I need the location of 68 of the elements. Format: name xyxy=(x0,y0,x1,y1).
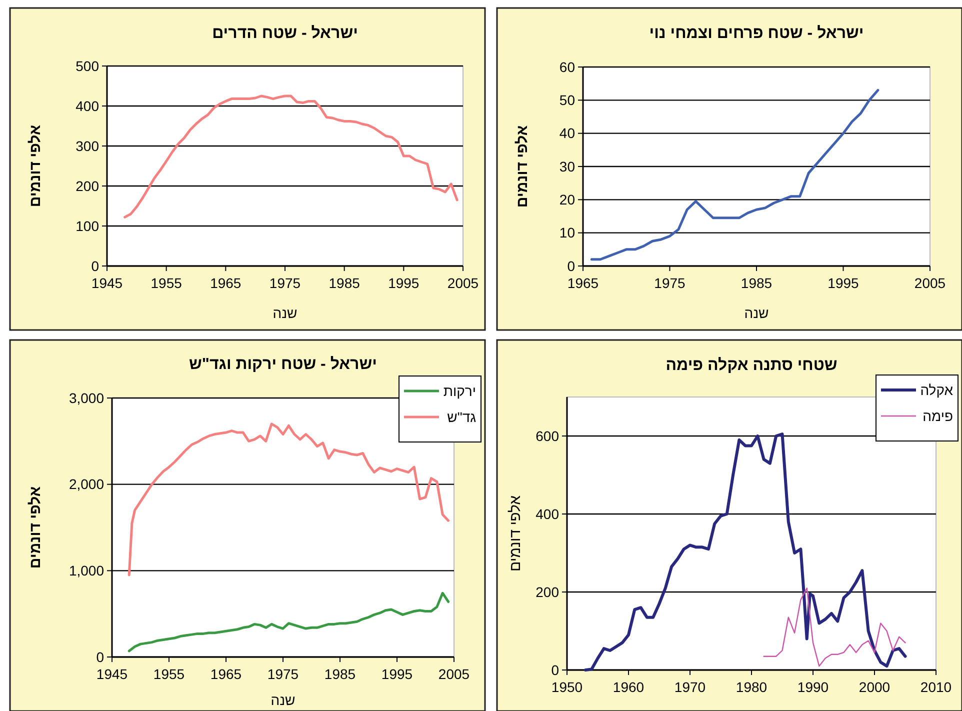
y-tick-label: 200 xyxy=(536,584,560,600)
x-tick-label: 1955 xyxy=(150,275,182,291)
y-axis-title: אלפי דונמים xyxy=(27,486,44,569)
x-tick-label: 1960 xyxy=(612,679,644,695)
y-tick-label: 1,000 xyxy=(68,562,104,579)
y-tick-label: 60 xyxy=(559,58,576,75)
y-tick-label: 20 xyxy=(559,192,576,208)
x-tick-label: 1965 xyxy=(567,275,599,291)
x-tick-label: 1995 xyxy=(828,275,860,291)
x-axis-title: שנה xyxy=(270,692,296,708)
legend-label: אקלה xyxy=(920,382,954,398)
y-tick-label: 400 xyxy=(76,98,100,114)
x-tick-label: 1990 xyxy=(797,679,829,695)
line-series xyxy=(584,432,907,672)
y-tick-label: 0 xyxy=(91,258,100,274)
legend-label: ירקות xyxy=(443,383,476,399)
x-tick-label: 1965 xyxy=(210,275,242,291)
x-tick-label: 1955 xyxy=(153,666,185,682)
x-axis-title: שנה xyxy=(744,305,769,321)
x-tick-label: 1945 xyxy=(91,275,123,291)
x-tick-label: 1985 xyxy=(328,275,360,291)
x-tick-label: 1975 xyxy=(654,275,686,291)
line-series xyxy=(763,588,906,667)
x-tick-label: 1965 xyxy=(210,666,242,682)
y-axis-title: אלפי דונמים xyxy=(27,124,44,208)
y-tick-label: 500 xyxy=(76,58,100,74)
y-tick-label: 100 xyxy=(76,218,100,234)
legend-label: פימה xyxy=(922,408,953,424)
x-tick-label: 2010 xyxy=(920,679,952,695)
y-tick-label: 0 xyxy=(551,662,560,678)
x-axis-title: שנה xyxy=(272,305,298,321)
chart-title: שטחי סתנה אקלה פימה xyxy=(666,356,838,374)
x-tick-label: 1980 xyxy=(736,679,768,695)
x-tick-label: 2000 xyxy=(858,679,890,695)
y-tick-label: 40 xyxy=(559,125,576,142)
x-tick-label: 1945 xyxy=(96,666,128,682)
x-tick-label: 1975 xyxy=(269,275,301,291)
chart-title: ישראל - שטח פרחים וצמחי נוי xyxy=(649,24,864,42)
x-tick-label: 1985 xyxy=(324,666,356,682)
y-axis-title: אלפי דונמים xyxy=(514,125,531,208)
chart-title: ישראל - שטח ירקות וגד"ש xyxy=(189,355,377,373)
x-tick-label: 1985 xyxy=(740,275,772,291)
y-tick-label: 600 xyxy=(536,428,560,444)
y-tick-label: 400 xyxy=(536,506,560,522)
line-series xyxy=(128,422,450,576)
x-tick-label: 2005 xyxy=(447,275,479,291)
x-tick-label: 1950 xyxy=(551,679,583,695)
y-tick-label: 50 xyxy=(559,92,576,108)
x-tick-label: 2005 xyxy=(438,666,470,682)
line-series xyxy=(590,88,880,261)
line-series xyxy=(124,94,458,218)
line-series xyxy=(128,592,450,652)
x-tick-label: 1995 xyxy=(381,666,413,682)
x-tick-label: 2005 xyxy=(914,275,946,291)
legend-label: גד"ש xyxy=(447,409,476,425)
y-tick-label: 3,000 xyxy=(68,390,104,406)
x-tick-label: 1970 xyxy=(674,679,706,695)
y-tick-label: 30 xyxy=(559,158,576,174)
y-tick-label: 0 xyxy=(567,258,576,274)
y-tick-label: 2,000 xyxy=(68,476,104,492)
y-tick-label: 0 xyxy=(96,648,104,665)
x-tick-label: 1975 xyxy=(267,666,299,682)
y-axis-title: אלפי דונמים xyxy=(507,494,524,572)
x-tick-label: 1995 xyxy=(388,275,420,291)
y-tick-label: 300 xyxy=(76,138,100,154)
chart-title: ישראל - שטח הדרים xyxy=(212,24,358,42)
y-tick-label: 10 xyxy=(559,224,576,241)
y-tick-label: 200 xyxy=(76,178,100,194)
